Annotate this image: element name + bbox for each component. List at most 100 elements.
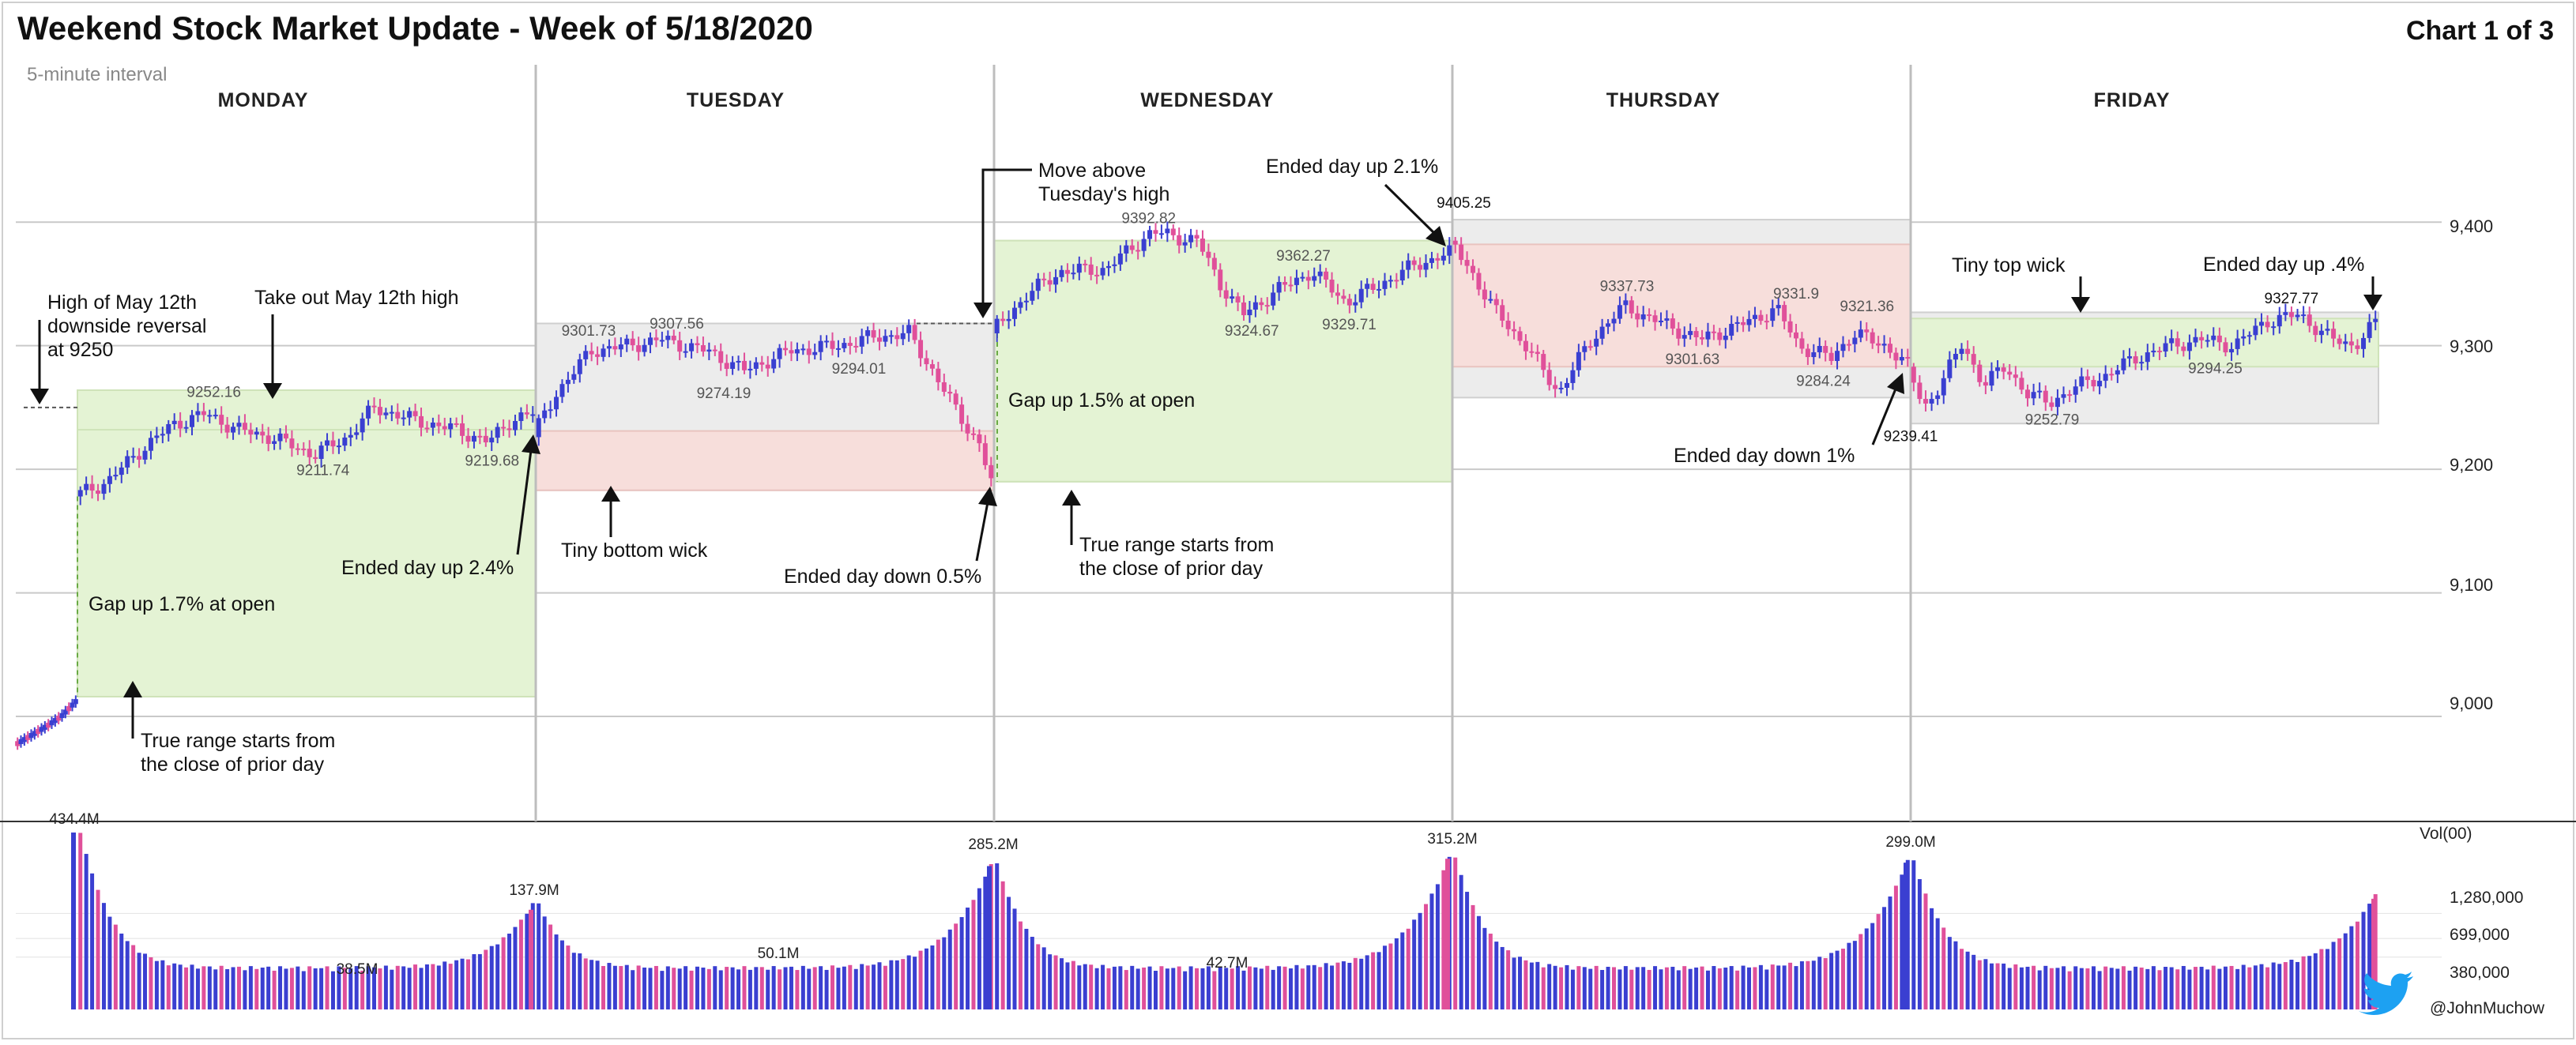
volume-bar (213, 969, 218, 1009)
candle-body (96, 491, 101, 494)
candle-body (1064, 269, 1070, 274)
candle-body (2301, 314, 2307, 317)
candle-body (1717, 332, 1723, 340)
volume-bar (1960, 949, 1964, 1009)
arrow-head-truerange-mon (123, 681, 142, 697)
candle-body (46, 722, 51, 728)
candle-body (1053, 276, 1059, 285)
volume-bar (1024, 928, 1029, 1009)
candle-body (1447, 245, 1452, 256)
volume-bar (701, 967, 706, 1009)
candle-body (1377, 288, 1382, 291)
candle-body (1023, 300, 1029, 303)
volume-bar (2217, 968, 2222, 1009)
volume-bar (771, 966, 776, 1009)
volume-bar (2037, 970, 2042, 1009)
candle-body (2097, 381, 2103, 387)
annotation-bottom-wick: Tiny bottom wick (561, 539, 708, 562)
volume-bar (1618, 969, 1622, 1009)
volume-bar (1265, 965, 1270, 1009)
candle-body (1076, 263, 1082, 273)
volume-bar (1794, 966, 1798, 1009)
volume-bar (1429, 893, 1434, 1009)
candle-body (1977, 364, 1983, 382)
volume-bar (1476, 915, 1481, 1009)
candle-body (2216, 335, 2222, 343)
candle-body (1858, 329, 1863, 338)
volume-bar (1159, 966, 1164, 1009)
candle-body (471, 435, 476, 442)
volume-bar (759, 967, 764, 1009)
volume-bar (554, 934, 559, 1009)
volume-bar (1077, 965, 1082, 1009)
candle-body (36, 728, 41, 735)
price-tick-9200: 9,200 (2450, 455, 2493, 475)
volume-bar (1606, 966, 1610, 1009)
volume-bar (1900, 874, 1904, 1009)
volume-bar (1060, 958, 1064, 1009)
volume-bar (154, 960, 159, 1009)
volume-bar (1823, 958, 1828, 1009)
volume-bar (2331, 942, 2336, 1009)
candle-body (213, 415, 218, 417)
candle-body (39, 727, 44, 732)
candle-body (970, 433, 976, 435)
volume-bar (2115, 968, 2120, 1009)
candle-body (1676, 328, 1682, 339)
candle-body (154, 435, 160, 438)
candle-body (941, 382, 947, 393)
volume-bar (1600, 970, 1605, 1009)
volume-label-mon-close: 137.9M (509, 882, 559, 899)
candle-body (612, 346, 618, 350)
volume-bar (1764, 969, 1769, 1009)
price-tick-9000: 9,000 (2450, 694, 2493, 713)
candle-body (918, 340, 924, 359)
volume-bar (718, 970, 723, 1009)
candle-body (906, 325, 912, 333)
candle-body (1629, 300, 1634, 314)
candle-body (89, 483, 95, 491)
volume-bar (236, 966, 241, 1009)
interval-label: 5-minute interval (27, 64, 167, 85)
candle-body (2313, 325, 2318, 336)
arrow-head-bottom-wick (601, 486, 620, 502)
candle-body (2054, 397, 2060, 408)
candle-body (706, 349, 712, 352)
candle-body (689, 343, 695, 351)
candle-body (1523, 340, 1528, 351)
candle-body (1223, 290, 1229, 299)
volume-bar (401, 966, 406, 1009)
candle-body (2186, 342, 2192, 351)
candle-body (436, 422, 442, 427)
volume-bar (407, 968, 412, 1009)
candle-body (125, 456, 130, 468)
candle-body (407, 411, 412, 418)
candle-body (1259, 302, 1264, 306)
volume-bar (1512, 957, 1516, 1009)
candle-body (178, 420, 183, 429)
day-name-wednesday: WEDNESDAY (1140, 89, 1274, 111)
volume-bar (1799, 961, 1804, 1009)
candle-body (1746, 318, 1752, 325)
volume-bar (1465, 892, 1470, 1009)
volume-bar (913, 957, 917, 1009)
volume-bar (1330, 965, 1335, 1009)
candle-body (2348, 341, 2354, 346)
day-name-thursday: THURSDAY (1606, 89, 1721, 111)
volume-bar (906, 955, 911, 1009)
candle-body (1787, 321, 1793, 333)
candle-body (1805, 348, 1810, 358)
volume-bar (1835, 950, 1840, 1009)
candle-body (1182, 242, 1188, 246)
candle-body (1341, 295, 1346, 299)
candle-body (589, 351, 594, 355)
candle-body (1418, 265, 1423, 270)
candle-body (765, 364, 770, 369)
volume-bar (272, 970, 277, 1009)
candle-body (1947, 359, 1953, 378)
volume-bar (266, 966, 271, 1009)
candle-body (2288, 312, 2294, 318)
volume-bar (2325, 949, 2329, 1009)
arrow-head-truerange-wed (1062, 490, 1081, 506)
